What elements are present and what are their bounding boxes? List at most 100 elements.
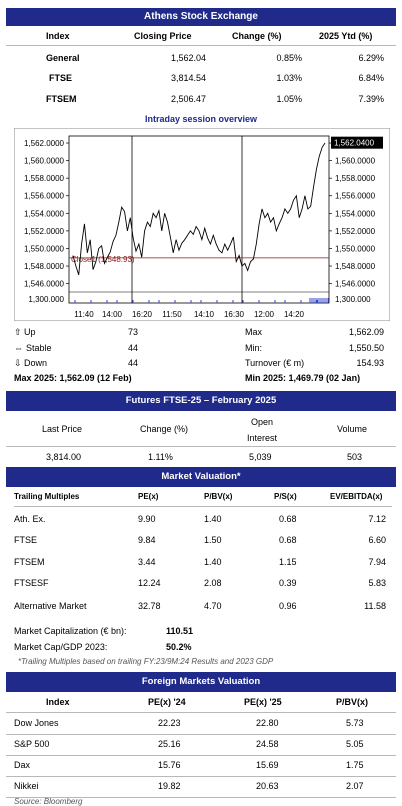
y-tick-label-right: 1,552.0000 <box>335 227 376 236</box>
valuation-pbv: 4.70 <box>204 601 222 611</box>
index-name: FTSE <box>49 73 73 83</box>
valuation-pe: 12.24 <box>138 578 161 588</box>
table-row: Ath. Ex. 9.90 1.40 0.68 7.12 <box>14 514 394 526</box>
col-pe24: PE(x) '24 <box>148 697 186 707</box>
index-change: 1.05% <box>276 94 302 104</box>
divider <box>14 506 392 507</box>
divider <box>6 45 396 46</box>
valuation-header: Trailing Multiples PE(x) P/BV(x) P/S(x) … <box>14 492 394 504</box>
col-change: Change (%) <box>232 31 282 41</box>
table-row: General 1,562.04 0.85% 6.29% <box>6 53 396 65</box>
x-tick-label: 14:00 <box>102 310 123 319</box>
col-pe: PE(x) <box>138 492 159 501</box>
turnover-label: Turnover (€ m) <box>245 358 305 368</box>
foreign-pbv: 1.75 <box>346 760 364 770</box>
foreign-pe25: 20.63 <box>256 781 279 791</box>
index-close: 2,506.47 <box>170 94 206 104</box>
foreign-pbv: 2.07 <box>346 781 364 791</box>
foreign-name: Nikkei <box>14 781 39 791</box>
foreign-pe24: 25.16 <box>158 739 181 749</box>
col-closing-price: Closing Price <box>134 31 192 41</box>
close-label: Close1 (1,548.93) <box>71 255 135 264</box>
y-tick-label: 1,550.0000 <box>24 244 65 253</box>
foreign-pe24: 15.76 <box>158 760 181 770</box>
futures-last: 3,814.00 <box>46 452 82 462</box>
valuation-ps: 0.68 <box>279 535 297 545</box>
mcap-value: 110.51 <box>166 626 194 636</box>
foreign-title: Foreign Markets Valuation <box>6 672 396 692</box>
valuation-ev: 7.94 <box>368 557 386 567</box>
gdp-value: 50.2% <box>166 642 192 652</box>
foreign-pe25: 15.69 <box>256 760 279 770</box>
foreign-pe24: 19.82 <box>158 781 181 791</box>
col-pbv: P/BV(x) <box>336 697 369 707</box>
y-tick-label: 1,558.0000 <box>24 174 65 183</box>
valuation-ps: 0.68 <box>279 514 297 524</box>
index-ytd: 6.84% <box>358 73 384 83</box>
valuation-name: FTSEM <box>14 557 45 567</box>
foreign-pe25: 24.58 <box>256 739 279 749</box>
table-row: Alternative Market 32.78 4.70 0.96 11.58 <box>14 601 394 613</box>
up-icon: ⇧ <box>14 327 22 337</box>
down-icon: ⇩ <box>14 358 22 368</box>
stable-label: Stable <box>26 343 52 353</box>
intraday-chart: 1,562.0000 1,560.0000 1,560.0000 1,558.0000… <box>14 128 390 321</box>
min-value: 1,550.50 <box>348 343 384 353</box>
last-value-box <box>331 136 383 149</box>
table-row: FTSEM 2,506.47 1.05% 7.39% <box>6 94 396 106</box>
valuation-ev: 5.83 <box>368 578 386 588</box>
foreign-pe25: 22.80 <box>256 718 279 728</box>
index-close: 1,562.04 <box>170 53 206 63</box>
valuation-pbv: 1.40 <box>204 514 222 524</box>
foreign-pe24: 22.23 <box>158 718 181 728</box>
table-row: S&P 500 25.16 24.58 5.05 <box>6 734 396 756</box>
stable-value: 44 <box>127 343 138 353</box>
valuation-pbv: 1.40 <box>204 557 222 567</box>
y-tick-label: 1,560.0000 <box>24 157 65 166</box>
down-label: Down <box>24 358 48 368</box>
futures-volume: 503 <box>347 452 363 462</box>
down-value: 44 <box>127 358 138 368</box>
foreign-name: Dow Jones <box>14 718 59 728</box>
valuation-name: Ath. Ex. <box>14 514 46 524</box>
futures-header: Last Price Change (%) Open Interest Volu… <box>6 415 396 447</box>
y-tick-label-right: 1,550.0000 <box>335 244 376 253</box>
gdp-label: Market Cap/GDP 2023: <box>14 642 108 652</box>
x-tick-label: 16:30 <box>224 310 245 319</box>
x-tick-label: 14:20 <box>284 310 305 319</box>
max-value: 1,562.09 <box>348 327 384 337</box>
y-tick-label-right: 1,554.0000 <box>335 209 376 218</box>
index-close: 3,814.54 <box>170 73 206 83</box>
y-tick-label-right: 1,558.0000 <box>335 174 376 183</box>
futures-row: 3,814.00 1.11% 5,039 503 <box>6 452 396 464</box>
index-name: General <box>46 53 80 63</box>
x-tick-label: 11:40 <box>74 310 94 319</box>
col-ev-ebitda: EV/EBITDA(x) <box>330 492 383 501</box>
valuation-pe: 3.44 <box>138 557 156 567</box>
y-tick-label-right: 1,556.0000 <box>335 192 376 201</box>
valuation-name: FTSE <box>14 535 38 545</box>
y-tick-label-right: 1,300.000 <box>335 295 371 304</box>
valuation-pbv: 2.08 <box>204 578 222 588</box>
col-change: Change (%) <box>140 424 189 434</box>
last-value-label: 1,562.0400 <box>334 139 375 148</box>
divider <box>6 446 396 447</box>
mcap-label: Market Capitalization (€ bn): <box>14 626 127 636</box>
table-row: FTSE 9.84 1.50 0.68 6.60 <box>14 535 394 547</box>
valuation-pe: 9.90 <box>138 514 156 524</box>
y-tick-label: 1,554.0000 <box>24 209 65 218</box>
table-row: Dax 15.76 15.69 1.75 <box>6 755 396 777</box>
foreign-name: Dax <box>14 760 31 770</box>
valuation-title: Market Valuation* <box>6 467 396 487</box>
x-tick-label: 16:20 <box>132 310 153 319</box>
min-label: Min: <box>245 343 263 353</box>
stable-icon: ⇔ <box>14 343 23 353</box>
valuation-footnote: *Trailing Multiples based on trailing FY… <box>18 657 274 666</box>
valuation-ev: 11.58 <box>364 601 386 611</box>
up-label: Up <box>24 327 36 337</box>
valuation-pbv: 1.50 <box>204 535 222 545</box>
y-tick-label-right: 1,546.0000 <box>335 280 376 289</box>
table-row: FTSESF 12.24 2.08 0.39 5.83 <box>14 578 394 590</box>
table-row: Nikkei 19.82 20.63 2.07 <box>6 776 396 798</box>
col-last-price: Last Price <box>42 424 83 434</box>
